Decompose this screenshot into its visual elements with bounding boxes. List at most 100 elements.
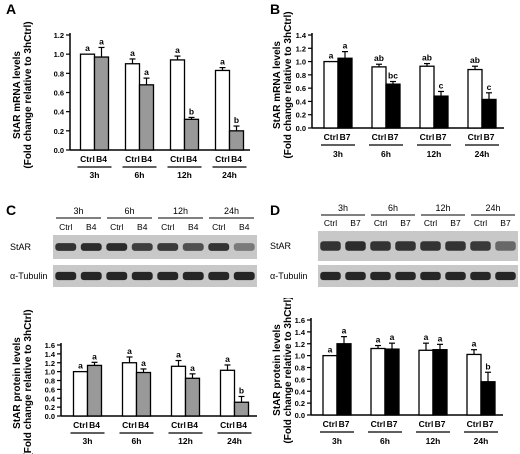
significance-letter: a [127, 346, 132, 356]
bar-b7 [481, 98, 497, 129]
bar-b4 [86, 364, 103, 417]
panel-label-c: C [6, 202, 17, 218]
x-bar-label: Ctrl [171, 420, 186, 430]
y-tick-label: 1.2 [296, 44, 306, 53]
x-group-label: 12h [177, 170, 192, 180]
x-group-label: 24h [474, 436, 489, 446]
bar-ctrl [124, 63, 141, 151]
blot-time-label: 6h [124, 206, 134, 216]
panel-label-a: A [6, 1, 17, 17]
y-axis-label: StAR mRNA levels [12, 51, 23, 139]
y-tick-label: 1.4 [45, 350, 56, 359]
x-bar-label: B4 [186, 154, 197, 164]
blot-band [320, 271, 341, 281]
y-axis-label: StAR protein levels [12, 337, 23, 429]
blot-band [157, 271, 179, 281]
x-bar-label: B7 [388, 132, 399, 142]
y-axis-label-unit: (Fold change relative to 3hCtrl) [23, 309, 34, 454]
panel-label-b: B [270, 1, 281, 17]
y-axis-label-unit: (Fold change relative to 3hCtrl) [23, 21, 34, 168]
x-bar-label: B4 [231, 154, 242, 164]
x-bar-label: Ctrl [468, 132, 483, 142]
y-tick-label: 0.2 [295, 399, 305, 408]
blot-band [131, 271, 153, 281]
significance-letter: a [390, 332, 395, 342]
significance-letter: a [376, 335, 381, 345]
y-tick-label: 0.0 [54, 146, 64, 155]
x-group-label: 3h [83, 436, 93, 446]
x-bar-label: Ctrl [73, 420, 88, 430]
blot-lane-label: Ctrl [374, 218, 387, 228]
bar-ctrl [466, 353, 482, 416]
blot-lane-label: Ctrl [324, 218, 337, 228]
significance-letter: b [485, 361, 490, 371]
x-bar-label: Ctrl [419, 419, 434, 429]
blot-band [106, 243, 128, 251]
x-bar-label: B7 [340, 132, 351, 142]
bar-ctrl [219, 369, 236, 417]
bar-b7 [385, 83, 401, 129]
y-tick-label: 0.6 [54, 89, 64, 98]
significance-letter: a [175, 45, 180, 55]
significance-letter: a [225, 354, 230, 364]
significance-letter: a [328, 345, 333, 355]
blot-time-label: 24h [224, 206, 239, 216]
blot-band [345, 271, 366, 281]
x-bar-label: Ctrl [371, 419, 386, 429]
significance-letter: a [141, 358, 146, 368]
blot-strip [318, 265, 518, 287]
blot-row-label: α-Tubulin [270, 271, 307, 281]
x-group-label: 24h [475, 149, 490, 159]
y-tick-label: 1.2 [54, 31, 64, 40]
significance-letter: c [487, 82, 492, 92]
y-tick-label: 1.6 [45, 341, 55, 350]
significance-letter: b [239, 385, 244, 395]
x-group-label: 3h [332, 436, 342, 446]
y-axis-label-unit: (Fold change relative to 3hCtrl) [283, 11, 294, 158]
blot-lane-label: B4 [188, 222, 199, 232]
x-group-label: 3h [333, 149, 343, 159]
blot-band [445, 271, 466, 281]
bar-ctrl [467, 68, 483, 129]
blot-band [445, 241, 466, 251]
y-tick-label: 0.8 [295, 364, 305, 373]
blot-band [157, 243, 179, 251]
bar-ctrl [214, 69, 231, 151]
y-tick-label: 0.2 [45, 403, 55, 412]
blot-time-label: 12h [435, 203, 450, 213]
y-tick-label: 1.0 [54, 50, 64, 59]
bar-b4 [138, 84, 155, 151]
blot-strip [53, 265, 257, 287]
blot-lane-label: B7 [400, 218, 411, 228]
blot-band [131, 243, 153, 251]
blot-band [345, 241, 366, 251]
x-bar-label: B7 [339, 419, 350, 429]
x-bar-label: Ctrl [215, 154, 230, 164]
significance-letter: ab [422, 53, 432, 63]
blot-band [106, 271, 128, 281]
western-blot-d: 3h 6h 12h 24h Ctrl B7 Ctrl B7 Ctrl B7 Ctrl B7 StAR α-… [270, 203, 518, 287]
x-group-label: 24h [222, 170, 237, 180]
significance-letter: a [190, 363, 195, 373]
x-group-label: 6h [380, 436, 390, 446]
y-tick-label: 1.4 [295, 328, 306, 337]
y-tick-label: 1.0 [45, 368, 55, 377]
significance-letter: a [343, 41, 348, 51]
x-group-label: 6h [135, 170, 145, 180]
blot-band [233, 243, 255, 251]
blot-band [182, 243, 204, 251]
blot-band [395, 241, 416, 251]
bar-b4 [135, 371, 152, 417]
x-group-label: 12h [426, 436, 441, 446]
significance-letter: a [342, 326, 347, 336]
blot-band [208, 243, 230, 251]
chart-a-mrna-b4: StAR mRNA levels (Fold change relative to… [12, 21, 250, 180]
blot-band [182, 271, 204, 281]
blot-band [370, 271, 391, 281]
x-bar-label: Ctrl [467, 419, 482, 429]
significance-letter: a [78, 361, 83, 371]
y-tick-label: 0.0 [296, 124, 306, 133]
y-axis-label: StAR protein levels [272, 324, 283, 416]
bar-ctrl [371, 66, 387, 129]
blot-band [80, 243, 102, 251]
